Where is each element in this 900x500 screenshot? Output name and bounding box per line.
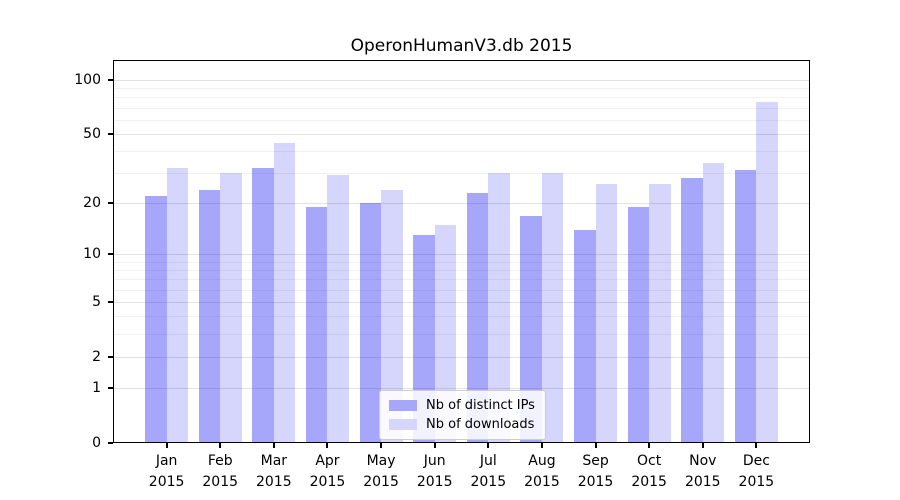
x-tick-mark xyxy=(219,443,222,448)
major-gridline xyxy=(113,356,810,358)
major-gridline xyxy=(113,203,810,205)
bar-downloads-aug xyxy=(541,172,564,443)
bar-downloads-nov xyxy=(702,163,725,443)
major-gridline xyxy=(113,133,810,135)
y-tick-label: 1 xyxy=(92,380,101,397)
bar-downloads-oct xyxy=(649,183,671,443)
y-tick-label: 100 xyxy=(74,71,101,88)
bar-distinct-ips-mar xyxy=(252,167,274,443)
x-tick-mark xyxy=(326,443,329,448)
x-tick-mark xyxy=(165,443,168,448)
bar-distinct-ips-aug xyxy=(520,215,542,443)
bar-downloads-jun xyxy=(434,224,457,443)
bar-downloads-mar xyxy=(273,143,296,443)
minor-gridline xyxy=(113,333,810,335)
y-tick-label: 50 xyxy=(83,125,101,142)
x-tick-label: Jun 2015 xyxy=(416,453,453,490)
x-tick-mark xyxy=(594,443,597,448)
bar-downloads-jan xyxy=(166,167,189,443)
bar-distinct-ips-feb xyxy=(198,189,221,443)
x-tick-label: Feb 2015 xyxy=(202,453,239,490)
bar-distinct-ips-dec xyxy=(734,170,757,443)
y-tick-mark xyxy=(108,387,113,390)
x-tick-mark xyxy=(433,443,436,448)
bar-downloads-feb xyxy=(220,172,242,443)
legend-entry-downloads: Nb of downloads xyxy=(389,415,536,434)
x-tick-label: Nov 2015 xyxy=(684,453,721,490)
x-tick-label: Dec 2015 xyxy=(738,453,775,490)
minor-gridline xyxy=(113,279,810,281)
bar-downloads-apr xyxy=(327,175,349,443)
x-tick-mark xyxy=(487,443,490,448)
bar-distinct-ips-sep xyxy=(574,229,596,443)
minor-gridline xyxy=(113,107,810,109)
major-gridline xyxy=(113,388,810,390)
x-tick-mark xyxy=(380,443,383,448)
bar-downloads-may xyxy=(381,189,403,443)
y-tick-label: 20 xyxy=(83,195,101,212)
x-tick-label: Sep 2015 xyxy=(577,453,614,490)
legend-label-downloads: Nb of downloads xyxy=(426,417,535,432)
y-tick-mark xyxy=(108,132,113,135)
y-tick-mark xyxy=(108,78,113,81)
minor-gridline xyxy=(113,119,810,121)
bar-downloads-dec xyxy=(756,102,778,443)
x-tick-label: Apr 2015 xyxy=(309,453,346,490)
major-gridline xyxy=(113,302,810,304)
minor-gridline xyxy=(113,289,810,291)
y-tick-label: 0 xyxy=(92,435,101,451)
y-tick-mark xyxy=(108,355,113,358)
bar-downloads-sep xyxy=(595,183,618,443)
minor-gridline xyxy=(113,261,810,263)
bar-distinct-ips-oct xyxy=(627,207,650,443)
chart-title: OperonHumanV3.db 2015 xyxy=(350,36,573,56)
legend-label-distinct-ips: Nb of distinct IPs xyxy=(426,398,535,413)
bar-distinct-ips-apr xyxy=(305,207,328,443)
bar-distinct-ips-nov xyxy=(681,178,703,443)
x-tick-label: Mar 2015 xyxy=(256,453,292,490)
legend: Nb of distinct IPs Nb of downloads xyxy=(379,390,546,440)
legend-entry-distinct-ips: Nb of distinct IPs xyxy=(389,396,536,415)
y-tick-label: 10 xyxy=(83,246,101,263)
minor-gridline xyxy=(113,316,810,318)
x-tick-mark xyxy=(540,443,543,448)
minor-gridline xyxy=(113,172,810,174)
bar-distinct-ips-jul xyxy=(466,192,489,443)
x-tick-mark xyxy=(701,443,704,448)
plot-area xyxy=(113,60,810,443)
x-tick-label: May 2015 xyxy=(363,453,399,490)
y-tick-mark xyxy=(108,202,113,205)
bar-distinct-ips-jan xyxy=(145,196,167,443)
minor-gridline xyxy=(113,88,810,90)
x-tick-label: Jan 2015 xyxy=(148,453,185,490)
x-tick-mark xyxy=(272,443,275,448)
bar-distinct-ips-may xyxy=(359,203,382,443)
minor-gridline xyxy=(113,97,810,99)
x-tick-label: Jul 2015 xyxy=(470,453,507,490)
major-gridline xyxy=(113,254,810,256)
grid-layer xyxy=(113,60,810,443)
x-tick-label: Aug 2015 xyxy=(524,453,560,490)
y-tick-label: 2 xyxy=(92,348,101,365)
x-tick-mark xyxy=(755,443,758,448)
minor-gridline xyxy=(113,270,810,272)
minor-gridline xyxy=(113,150,810,152)
y-tick-mark xyxy=(108,301,113,304)
y-tick-mark xyxy=(108,253,113,256)
y-tick-label: 5 xyxy=(92,294,101,311)
x-tick-label: Oct 2015 xyxy=(631,453,667,490)
major-gridline xyxy=(113,79,810,81)
x-tick-mark xyxy=(648,443,651,448)
bar-downloads-jul xyxy=(488,172,510,443)
legend-swatch-distinct-ips xyxy=(389,400,417,411)
legend-swatch-downloads xyxy=(389,419,417,430)
bar-layer xyxy=(113,60,810,443)
y-tick-mark xyxy=(108,442,113,444)
